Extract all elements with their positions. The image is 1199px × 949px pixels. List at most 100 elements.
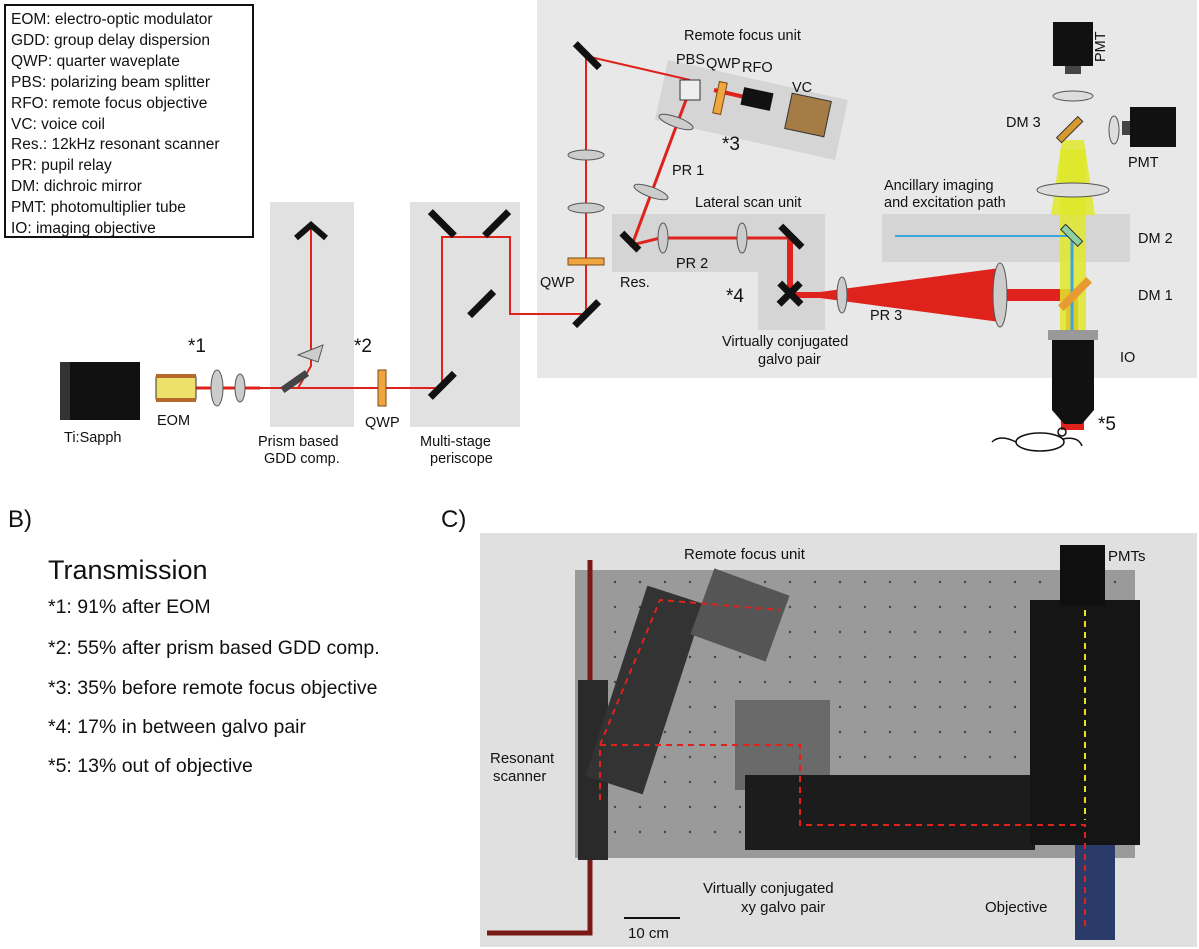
pmt-right bbox=[1130, 107, 1176, 147]
lens bbox=[736, 222, 748, 254]
periscope-mirror bbox=[427, 370, 457, 400]
fold-mirror bbox=[572, 41, 602, 71]
photo-label-objective: Objective bbox=[985, 899, 1048, 916]
transmission-entry: *3: 35% before remote focus objective bbox=[48, 677, 378, 699]
photo-label-pmts: PMTs bbox=[1108, 548, 1146, 565]
label-pmt-right: PMT bbox=[1128, 155, 1159, 171]
transmission-title: Transmission bbox=[48, 555, 208, 585]
label-star4: *4 bbox=[726, 286, 744, 307]
label-qwp-rf: QWP bbox=[706, 56, 741, 72]
photo-label-galvo1: Virtually conjugated bbox=[703, 880, 834, 897]
photo-label-remote-focus: Remote focus unit bbox=[684, 546, 805, 563]
label-star3: *3 bbox=[722, 134, 740, 155]
label-vc: VC bbox=[792, 80, 812, 96]
galvo-mirror bbox=[778, 223, 805, 250]
mouse-icon bbox=[991, 427, 1083, 452]
label-ancillary2: and excitation path bbox=[884, 195, 1006, 211]
legend-entry: VC: voice coil bbox=[11, 115, 105, 133]
rfo-objective bbox=[740, 87, 774, 111]
roof-mirror bbox=[294, 221, 328, 241]
label-pr3: PR 3 bbox=[870, 308, 902, 324]
label-lateral: Lateral scan unit bbox=[695, 195, 801, 211]
label-prism1: Prism based bbox=[258, 434, 339, 450]
remote-focus-region bbox=[655, 60, 848, 160]
label-star1: *1 bbox=[188, 336, 206, 357]
photo-label-galvo2: xy galvo pair bbox=[741, 899, 826, 916]
dichroic-mirror-1 bbox=[1058, 277, 1092, 311]
resonant-scanner bbox=[619, 230, 642, 253]
label-galvo1: Virtually conjugated bbox=[722, 334, 848, 350]
pmt-housing bbox=[1060, 545, 1105, 605]
ancillary-region bbox=[882, 214, 1130, 262]
periscope-mirror bbox=[467, 289, 497, 319]
label-remote-focus: Remote focus unit bbox=[684, 28, 801, 44]
legend-entry: Res.: 12kHz resonant scanner bbox=[11, 136, 220, 154]
voice-coil bbox=[784, 92, 832, 138]
label-periscope1: Multi-stage bbox=[420, 434, 491, 450]
prism-mirror bbox=[280, 370, 310, 394]
qwp-plate bbox=[377, 369, 387, 407]
label-dm2: DM 2 bbox=[1138, 231, 1173, 247]
lens bbox=[1108, 115, 1120, 145]
legend-entry: PBS: polarizing beam splitter bbox=[11, 73, 211, 91]
lens bbox=[992, 262, 1008, 328]
transmission-entry: *2: 55% after prism based GDD comp. bbox=[48, 637, 380, 659]
label-star2: *2 bbox=[354, 336, 372, 357]
tube-lens bbox=[745, 775, 1035, 850]
label-prism2: GDD comp. bbox=[264, 451, 340, 467]
tisapph-laser bbox=[60, 362, 140, 420]
legend-entry: IO: imaging objective bbox=[11, 220, 156, 238]
dichroic-mirror-3 bbox=[1055, 115, 1084, 144]
prism bbox=[296, 344, 324, 363]
eom-body bbox=[155, 376, 197, 400]
photo-label-resonant2: scanner bbox=[493, 768, 547, 785]
pmt-top bbox=[1053, 22, 1093, 66]
panel-a-labels: Ti:Sapph EOM *1 *2 *3 *4 *5 Prism based … bbox=[64, 28, 1173, 467]
label-pr1: PR 1 bbox=[672, 163, 704, 179]
legend-entry: QWP: quarter waveplate bbox=[11, 52, 180, 70]
legend-entry: PR: pupil relay bbox=[11, 157, 112, 175]
label-ancillary1: Ancillary imaging bbox=[884, 178, 994, 194]
lens bbox=[658, 113, 694, 131]
label-pbs: PBS bbox=[676, 52, 705, 68]
abbreviation-legend: EOM: electro-optic modulator GDD: group d… bbox=[4, 4, 254, 238]
panel-c-letter: C) bbox=[441, 506, 467, 533]
label-pr2: PR 2 bbox=[676, 256, 708, 272]
periscope-region bbox=[410, 202, 520, 427]
periscope-mirror bbox=[427, 209, 457, 239]
qwp-plate bbox=[567, 257, 605, 266]
legend-entry: GDD: group delay dispersion bbox=[11, 31, 211, 49]
lens bbox=[657, 222, 669, 254]
panel-b-letter: B) bbox=[8, 506, 32, 533]
lens bbox=[1036, 182, 1110, 198]
lens bbox=[633, 183, 669, 201]
pbs-cube bbox=[679, 79, 701, 101]
imaging-objective bbox=[1048, 330, 1098, 340]
remote-focus-module bbox=[690, 568, 790, 662]
label-star5: *5 bbox=[1098, 414, 1116, 435]
periscope-arm bbox=[585, 585, 705, 795]
transmission-entry: *1: 91% after EOM bbox=[48, 596, 211, 618]
label-qwp-low: QWP bbox=[365, 415, 400, 431]
legend-entry: RFO: remote focus objective bbox=[11, 94, 208, 112]
transmission-entry: *5: 13% out of objective bbox=[48, 755, 253, 777]
lens bbox=[836, 276, 848, 314]
lens bbox=[234, 373, 246, 403]
label-qwp-left: QWP bbox=[540, 275, 575, 291]
legend-entry: DM: dichroic mirror bbox=[11, 178, 142, 196]
label-io: IO bbox=[1120, 350, 1135, 366]
label-dm1: DM 1 bbox=[1138, 288, 1173, 304]
label-periscope2: periscope bbox=[430, 451, 493, 467]
label-eom: EOM bbox=[157, 413, 190, 429]
objective-photo bbox=[1075, 845, 1115, 940]
label-dm3: DM 3 bbox=[1006, 115, 1041, 131]
dichroic-mirror-2 bbox=[1059, 223, 1084, 248]
label-tisapph: Ti:Sapph bbox=[64, 430, 122, 446]
lens bbox=[567, 202, 605, 214]
photo-label-resonant1: Resonant bbox=[490, 750, 555, 767]
transmission-entry: *4: 17% in between galvo pair bbox=[48, 716, 307, 738]
legend-entry: EOM: electro-optic modulator bbox=[11, 11, 213, 28]
photo-label-scalebar: 10 cm bbox=[628, 925, 669, 942]
lens bbox=[567, 149, 605, 161]
